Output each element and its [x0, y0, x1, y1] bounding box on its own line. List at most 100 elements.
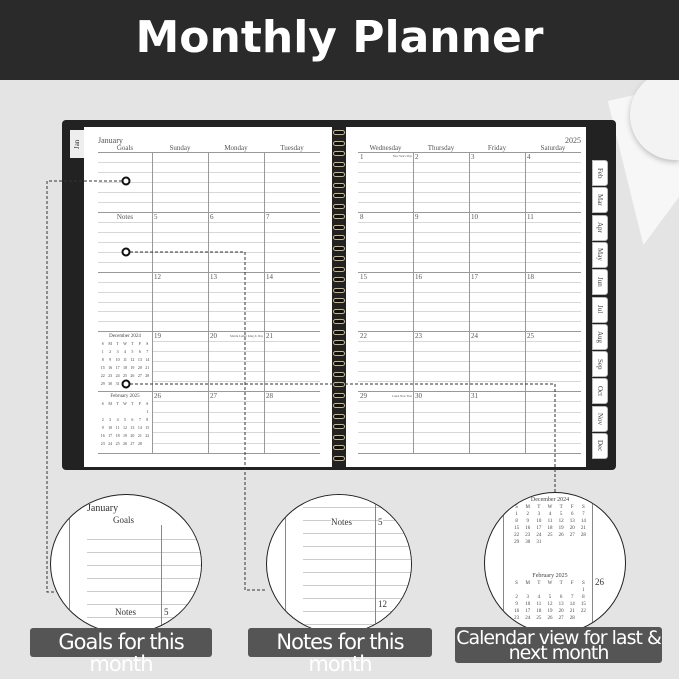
spiral-ring [333, 392, 345, 398]
mini-day: 15 [145, 425, 150, 430]
tab-may[interactable]: May [592, 241, 608, 268]
mini-day: 19 [558, 526, 564, 531]
mini-day: 16 [108, 365, 113, 370]
zoom-notes: Notes [331, 517, 352, 527]
weekday-label: S [146, 401, 149, 406]
mini-day: 24 [108, 441, 113, 446]
column-header: Saturday [540, 144, 566, 152]
write-line [98, 242, 320, 243]
tab-aug[interactable]: Aug [592, 323, 608, 350]
mini-day: 15 [100, 365, 105, 370]
tab-mar[interactable]: Mar [592, 187, 608, 214]
zoom-lines [87, 527, 201, 623]
day-number: 14 [266, 273, 273, 281]
day-number: 15 [360, 273, 367, 281]
spiral-ring [333, 434, 345, 440]
mini-day: 16 [514, 609, 520, 614]
spiral-ring [333, 266, 345, 272]
goals-zoom-circle: January Goals Notes 5 [50, 494, 202, 634]
day-number: 22 [360, 332, 367, 340]
weekday-label: T [559, 581, 563, 586]
spiral-ring [333, 361, 345, 366]
mini-day: 12 [558, 519, 564, 524]
mini-day: 10 [108, 425, 113, 430]
spiral-ring [333, 172, 345, 177]
mini-day: 12 [130, 357, 135, 362]
zoom-day-5: 5 [378, 517, 383, 527]
tab-sep[interactable]: Sep [592, 351, 608, 378]
mini-calendar: December 2024 S M T W T F S 1 2 3 4 5 6 7 8 9 10 11 12 13 14 1… [511, 497, 589, 545]
mini-day: 8 [146, 417, 149, 422]
weekday-label: W [547, 505, 553, 510]
mini-day: 6 [138, 349, 141, 354]
mini-day: 15 [580, 602, 586, 607]
spiral-ring [333, 350, 345, 356]
mini-day: 22 [580, 609, 586, 614]
day-number: 16 [415, 273, 422, 281]
mini-day: 23 [108, 373, 113, 378]
write-line [152, 411, 320, 413]
mini-day: 31 [536, 540, 542, 545]
tab-dec[interactable]: Dec [592, 433, 608, 459]
spiral-ring [333, 382, 345, 387]
spiral-ring [333, 319, 345, 324]
column-header: Goals [116, 144, 134, 152]
tab-jul[interactable]: Jul [592, 296, 608, 323]
tab-nov[interactable]: Nov [592, 405, 608, 432]
spiral-ring [333, 224, 345, 230]
mini-day: 22 [100, 373, 105, 378]
day-number: 12 [154, 273, 161, 281]
mini-day: 4 [123, 349, 126, 354]
mini-day: 17 [525, 609, 531, 614]
weekday-label: M [108, 401, 112, 406]
tab-apr[interactable]: Apr [592, 214, 608, 241]
tab-jun[interactable]: Jun [592, 269, 608, 296]
mini-day: 17 [115, 365, 120, 370]
column-header: Thursday [427, 144, 455, 152]
write-line [98, 301, 320, 303]
column-header: Tuesday [280, 144, 304, 152]
day-number: 9 [415, 213, 419, 221]
mini-calendar-title: December 2024 [109, 334, 141, 339]
mini-day: 13 [569, 519, 575, 524]
mini-day: 6 [131, 417, 134, 422]
mini-day: 20 [137, 365, 142, 370]
weekday-label: S [515, 581, 518, 586]
mini-day: 2 [101, 417, 104, 422]
mini-day: 11 [536, 602, 542, 607]
spiral-ring [333, 329, 345, 335]
day-number: 17 [471, 273, 478, 281]
mini-day: 8 [582, 595, 585, 600]
mini-day: 4 [116, 417, 119, 422]
day-number: 3 [471, 153, 475, 161]
mini-day: 11 [115, 425, 120, 430]
mini-day: 7 [571, 595, 574, 600]
write-line [152, 442, 320, 444]
mini-day: 24 [115, 373, 120, 378]
column-divider [208, 152, 209, 453]
zoom-day-26: 26 [595, 577, 604, 587]
weekday-label: T [559, 505, 563, 510]
weekday-label: T [537, 581, 541, 586]
mini-day: 14 [569, 602, 575, 607]
mini-calendar-title: February 2025 [110, 394, 140, 399]
mini-day: 28 [580, 533, 586, 538]
day-number: 5 [154, 213, 158, 221]
day-number: 18 [527, 273, 534, 281]
tab-feb[interactable]: Feb [592, 160, 608, 186]
spiral-ring [333, 413, 345, 419]
tab-oct[interactable]: Oct [592, 378, 608, 405]
mini-day: 27 [137, 373, 142, 378]
mini-day: 11 [547, 519, 553, 524]
mini-day: 26 [122, 441, 127, 446]
weekday-label: T [537, 505, 541, 510]
write-line [152, 422, 320, 423]
mini-day: 10 [115, 357, 120, 362]
empty-cell [567, 588, 578, 593]
write-line [98, 281, 320, 283]
day-number: 23 [415, 332, 422, 340]
mini-day: 10 [525, 602, 531, 607]
weekday-label: F [138, 341, 141, 346]
mini-day: 24 [536, 533, 542, 538]
